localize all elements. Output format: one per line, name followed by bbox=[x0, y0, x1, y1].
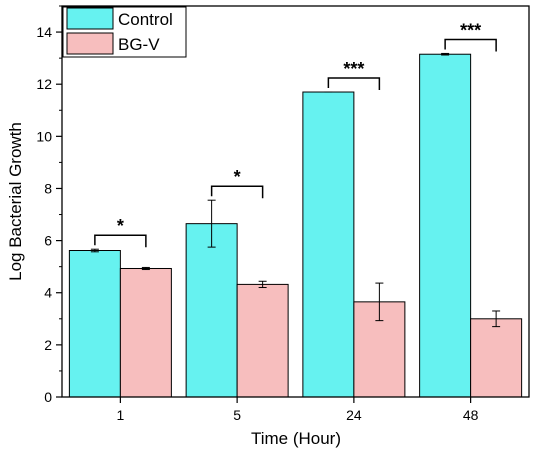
bar-BG-V-5 bbox=[236, 283, 289, 398]
significance-bracket-5 bbox=[210, 185, 264, 199]
plot-frame bbox=[61, 5, 530, 398]
significance-label-5: * bbox=[234, 167, 241, 187]
significance-label-24: *** bbox=[343, 59, 364, 79]
bar-Control-1 bbox=[68, 250, 121, 398]
significance-bracket-48 bbox=[444, 38, 497, 52]
y-tick-label-10: 10 bbox=[36, 128, 52, 144]
legend-label-control: Control bbox=[118, 10, 173, 29]
significance-label-48: *** bbox=[460, 20, 481, 40]
bars bbox=[68, 52, 523, 398]
x-tick-label-1: 1 bbox=[116, 407, 124, 423]
x-axis: 1 5 24 48 bbox=[116, 397, 479, 423]
y-tick-label-4: 4 bbox=[44, 285, 52, 301]
legend-label-bgv: BG-V bbox=[118, 35, 160, 54]
legend-swatch-bgv bbox=[66, 32, 114, 55]
bar-BG-V-48 bbox=[470, 318, 523, 398]
significance-bracket-1 bbox=[94, 234, 147, 248]
significance-brackets: ******** bbox=[94, 20, 497, 248]
y-tick-label-2: 2 bbox=[44, 337, 52, 353]
y-axis: 0 2 4 6 8 10 12 14 bbox=[36, 5, 62, 405]
legend: Control BG-V bbox=[62, 6, 187, 58]
bar-Control-5 bbox=[185, 223, 238, 398]
x-tick-label-5: 5 bbox=[233, 407, 241, 423]
y-tick-label-14: 14 bbox=[36, 24, 52, 40]
x-tick-label-48: 48 bbox=[463, 407, 479, 423]
y-tick-label-12: 12 bbox=[36, 76, 52, 92]
x-tick-label-24: 24 bbox=[346, 407, 362, 423]
significance-label-1: * bbox=[117, 216, 124, 236]
y-tick-label-6: 6 bbox=[44, 233, 52, 249]
y-axis-title: Log Bacterial Growth bbox=[6, 122, 25, 281]
legend-swatch-control bbox=[66, 7, 114, 30]
y-tick-label-0: 0 bbox=[44, 389, 52, 405]
bar-Control-48 bbox=[419, 53, 472, 398]
bar-Control-24 bbox=[302, 91, 355, 398]
significance-bracket-24 bbox=[327, 77, 381, 91]
y-tick-label-8: 8 bbox=[44, 180, 52, 196]
bar-BG-V-1 bbox=[119, 267, 172, 398]
x-axis-title: Time (Hour) bbox=[251, 429, 341, 448]
